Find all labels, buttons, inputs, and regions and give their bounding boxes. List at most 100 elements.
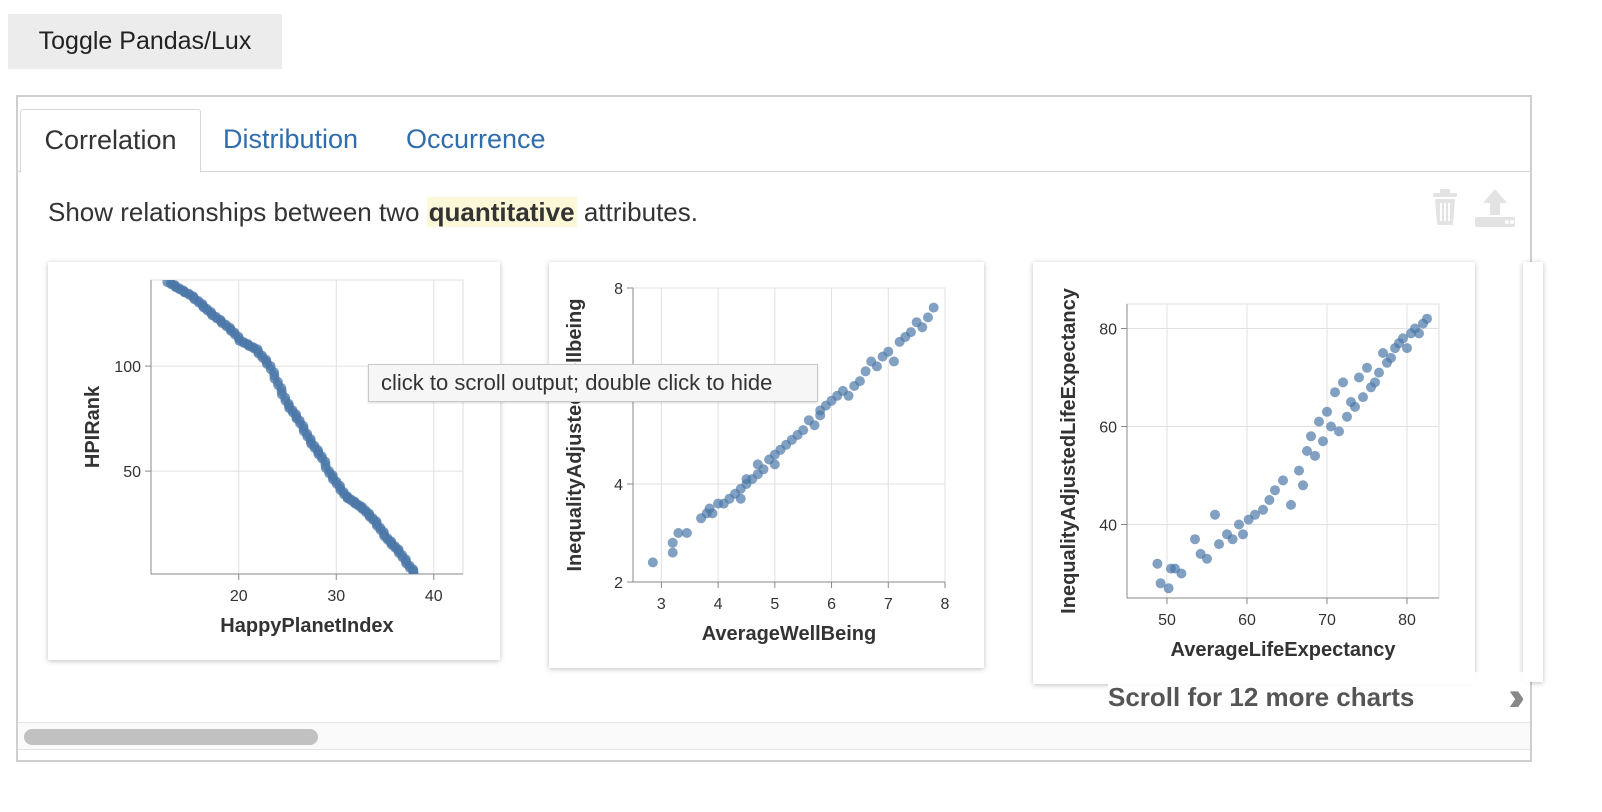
x-tick-label: 30	[327, 588, 345, 605]
chart-card-partial[interactable]	[1523, 262, 1543, 682]
data-point	[1202, 553, 1212, 564]
data-point	[1354, 372, 1364, 383]
data-point	[1163, 583, 1174, 594]
x-tick-label: 4	[714, 596, 723, 613]
data-point	[1238, 529, 1248, 540]
x-tick-label: 70	[1318, 612, 1336, 629]
description-highlight: quantitative	[426, 197, 577, 227]
scrollbar-thumb[interactable]	[24, 729, 318, 745]
chart-card-wellbeing[interactable]: 3 4 5 6 7 8 2 4 8 AverageWellBeing InequalityAdjus…	[549, 262, 984, 668]
data-point	[1310, 450, 1320, 461]
data-point	[1374, 367, 1384, 378]
data-point	[809, 420, 820, 431]
scroll-more-hint[interactable]: Scroll for 12 more charts ››	[1108, 672, 1530, 722]
data-point	[1318, 436, 1328, 447]
data-point	[1264, 495, 1275, 505]
data-point	[883, 346, 894, 357]
data-point	[1278, 475, 1288, 486]
chart-card-life-expectancy[interactable]: 50 60 70 80 40 60 80 AverageLifeExpectancy Inequ…	[1033, 262, 1475, 684]
data-point	[860, 366, 871, 377]
x-axis-title: AverageWellBeing	[702, 623, 877, 645]
data-point	[1398, 333, 1408, 344]
upload-icon[interactable]	[1473, 187, 1515, 229]
x-tick-label: 8	[941, 596, 950, 613]
data-point	[1370, 377, 1380, 388]
data-point	[1227, 534, 1238, 545]
y-tick-label: 8	[614, 281, 623, 298]
x-axis-title: HappyPlanetIndex	[220, 615, 393, 637]
x-tick-label: 6	[827, 596, 836, 613]
trash-icon[interactable]	[1425, 187, 1465, 229]
data-point	[1286, 499, 1296, 510]
tab-correlation[interactable]: Correlation	[20, 109, 201, 173]
data-point	[1402, 343, 1412, 354]
data-point	[707, 508, 718, 519]
data-point	[1334, 426, 1344, 437]
data-point	[1298, 480, 1308, 491]
x-tick-label: 7	[884, 596, 893, 613]
data-point	[1214, 539, 1224, 550]
data-point	[667, 547, 678, 558]
data-point	[769, 459, 780, 470]
data-point	[1234, 519, 1244, 530]
points-group	[162, 280, 419, 574]
chart-card-hpi[interactable]: 20 30 40 50 100 HappyPlanetIndex HPIRank	[48, 262, 500, 660]
y-axis-title: HPIRank	[82, 385, 104, 468]
y-axis-title: InequalityAdjustedWellbeing	[564, 299, 586, 572]
scatter-chart-wellbeing: 3 4 5 6 7 8 2 4 8 AverageWellBeing InequalityAdjus…	[564, 281, 950, 645]
data-point	[1362, 362, 1372, 373]
data-point	[1294, 465, 1304, 476]
x-tick-label: 80	[1398, 612, 1416, 629]
y-axis-title: InequalityAdjustedLifeExpectancy	[1058, 287, 1080, 614]
data-point	[1155, 578, 1166, 589]
y-tick-label: 100	[114, 359, 141, 376]
data-point	[1350, 401, 1360, 412]
data-point	[1190, 534, 1200, 545]
data-point	[647, 557, 658, 568]
data-point	[1250, 509, 1260, 520]
lux-widget: Correlation Distribution Occurrence Show…	[16, 95, 1543, 762]
scatter-chart-life-expectancy: 50 60 70 80406080AverageLifeExpectancyInequ…	[1058, 287, 1440, 661]
data-point	[922, 312, 933, 323]
data-point	[905, 327, 916, 338]
data-point	[1176, 568, 1187, 579]
x-tick-label: 50	[1158, 612, 1176, 629]
tab-distribution[interactable]: Distribution	[223, 124, 359, 154]
data-point	[408, 567, 419, 574]
data-point	[735, 493, 746, 504]
y-tick-label: 60	[1099, 420, 1117, 437]
y-tick-label: 40	[1099, 518, 1117, 535]
data-point	[871, 361, 882, 372]
data-point	[854, 376, 865, 387]
tab-occurrence[interactable]: Occurrence	[406, 124, 546, 154]
data-point	[1152, 558, 1163, 569]
data-point	[1302, 446, 1312, 456]
data-point	[843, 390, 854, 401]
data-point	[1326, 421, 1336, 432]
horizontal-scrollbar[interactable]	[18, 722, 1530, 750]
points-group	[1152, 313, 1432, 594]
x-tick-label: 5	[770, 596, 779, 613]
toggle-pandas-lux-button[interactable]: Toggle Pandas/Lux	[8, 14, 282, 69]
plot-frame	[632, 287, 946, 583]
points-group	[647, 302, 939, 568]
x-tick-label: 40	[425, 588, 443, 605]
double-chevron-right-icon[interactable]: ››	[1508, 675, 1524, 719]
data-point	[673, 528, 684, 538]
data-point	[1414, 328, 1424, 339]
data-point	[928, 302, 939, 313]
description-text: Show relationships between two	[48, 197, 427, 227]
y-tick-label: 4	[614, 477, 623, 494]
tab-description: Show relationships between two quantitat…	[48, 197, 698, 228]
data-point	[667, 537, 678, 548]
data-point	[1378, 348, 1388, 358]
x-tick-label: 3	[657, 596, 666, 613]
y-tick-label: 50	[123, 464, 141, 481]
tab-bar: Correlation Distribution Occurrence	[18, 97, 1530, 173]
scroll-more-label: Scroll for 12 more charts	[1108, 682, 1415, 712]
data-point	[1338, 377, 1348, 388]
data-point	[1422, 313, 1432, 324]
y-tick-label: 80	[1099, 322, 1117, 339]
scatter-chart-hpirank: 20 30 40 50 100 HappyPlanetIndex HPIRank	[82, 279, 464, 637]
x-axis-title: AverageLifeExpectancy	[1171, 639, 1397, 661]
